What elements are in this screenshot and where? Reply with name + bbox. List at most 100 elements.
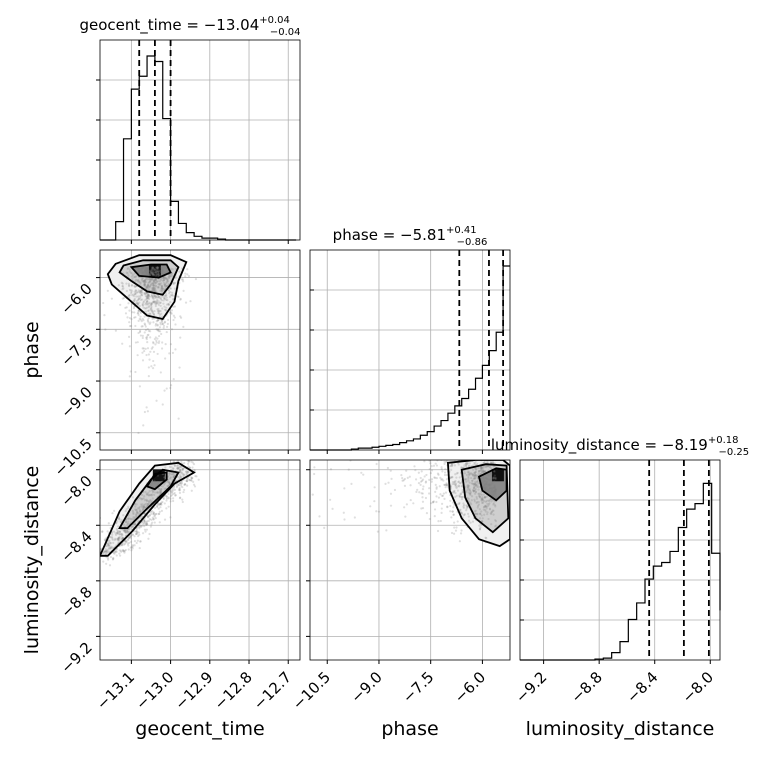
sample-point (180, 460, 183, 463)
sample-point (429, 462, 432, 465)
sample-point (129, 534, 132, 537)
sample-point (440, 466, 443, 469)
sample-point (128, 527, 131, 530)
sample-point (139, 334, 143, 337)
sample-point (172, 467, 175, 471)
sample-point (486, 451, 488, 453)
sample-point (146, 319, 149, 323)
sample-point (445, 482, 448, 485)
sample-point (140, 525, 143, 528)
sample-point (158, 503, 161, 506)
sample-point (155, 273, 159, 276)
sample-point (478, 452, 480, 454)
sample-point (169, 287, 172, 290)
sample-point (106, 550, 110, 554)
sample-point (163, 283, 166, 286)
sample-point (135, 541, 138, 545)
sample-point (114, 533, 118, 537)
sample-point (171, 268, 174, 271)
sample-point (418, 491, 421, 494)
sample-point (145, 303, 149, 306)
sample-point (467, 488, 470, 491)
sample-point (473, 487, 476, 490)
sample-point (170, 309, 174, 312)
sample-point (472, 489, 475, 492)
sample-point (480, 497, 483, 500)
sample-point (160, 347, 164, 350)
sample-point (463, 464, 466, 467)
sample-point (466, 453, 468, 455)
sample-point (131, 277, 134, 280)
sample-point (476, 462, 479, 466)
sample-point (161, 322, 164, 326)
sample-point (162, 279, 166, 282)
sample-point (152, 271, 155, 274)
sample-point (470, 495, 474, 498)
sample-point (470, 472, 473, 475)
sample-point (108, 539, 111, 542)
sample-point (451, 441, 453, 443)
sample-point (147, 272, 151, 275)
sample-point (152, 279, 155, 283)
sample-point (421, 496, 424, 499)
sample-point (145, 295, 148, 299)
sample-point (155, 296, 159, 299)
sample-point (452, 490, 455, 493)
sample-point (115, 531, 119, 535)
sample-point (160, 285, 164, 289)
sample-point (152, 269, 155, 272)
sample-point (329, 468, 333, 471)
sample-point (456, 485, 459, 488)
sample-point (157, 296, 160, 299)
sample-point (153, 286, 156, 289)
sample-point (474, 509, 477, 512)
sample-point (171, 293, 174, 297)
sample-point (141, 303, 144, 307)
sample-point (155, 341, 158, 344)
sample-point (163, 283, 166, 286)
sample-point (137, 271, 140, 274)
sample-point (329, 498, 332, 501)
sample-point (139, 510, 142, 513)
sample-point (474, 480, 477, 483)
sample-point (168, 481, 171, 484)
sample-point (477, 469, 481, 472)
sample-point (479, 512, 482, 516)
sample-point (155, 280, 159, 283)
sample-point (173, 316, 176, 319)
sample-point (443, 471, 447, 474)
sample-point (134, 523, 137, 526)
sample-point (155, 273, 158, 276)
sample-point (156, 503, 159, 507)
sample-point (156, 337, 159, 340)
sample-point (484, 487, 487, 491)
sample-point (144, 521, 148, 525)
sample-point (459, 482, 462, 485)
sample-point (145, 338, 148, 341)
sample-point (415, 490, 418, 494)
sample-point (486, 464, 489, 467)
sample-point (474, 491, 478, 494)
sample-point (152, 511, 155, 514)
contour-line-0 (446, 460, 510, 548)
sample-point (494, 520, 498, 523)
sample-point (483, 461, 486, 464)
sample-point (141, 302, 144, 306)
sample-point (453, 481, 456, 484)
sample-point (181, 468, 184, 471)
sample-point (170, 311, 173, 314)
sample-point (179, 469, 182, 472)
sample-point (463, 478, 466, 481)
sample-point (480, 466, 483, 470)
sample-point (474, 485, 477, 488)
sample-point (163, 283, 167, 286)
sample-point (474, 460, 477, 463)
sample-point (182, 280, 185, 283)
sample-point (136, 301, 139, 305)
sample-point (136, 531, 139, 534)
y-axis-label-luminosity_distance: luminosity_distance (21, 466, 43, 655)
sample-point (151, 286, 155, 289)
sample-point (481, 520, 484, 523)
sample-point (477, 500, 480, 504)
contour-line-1 (118, 468, 180, 529)
